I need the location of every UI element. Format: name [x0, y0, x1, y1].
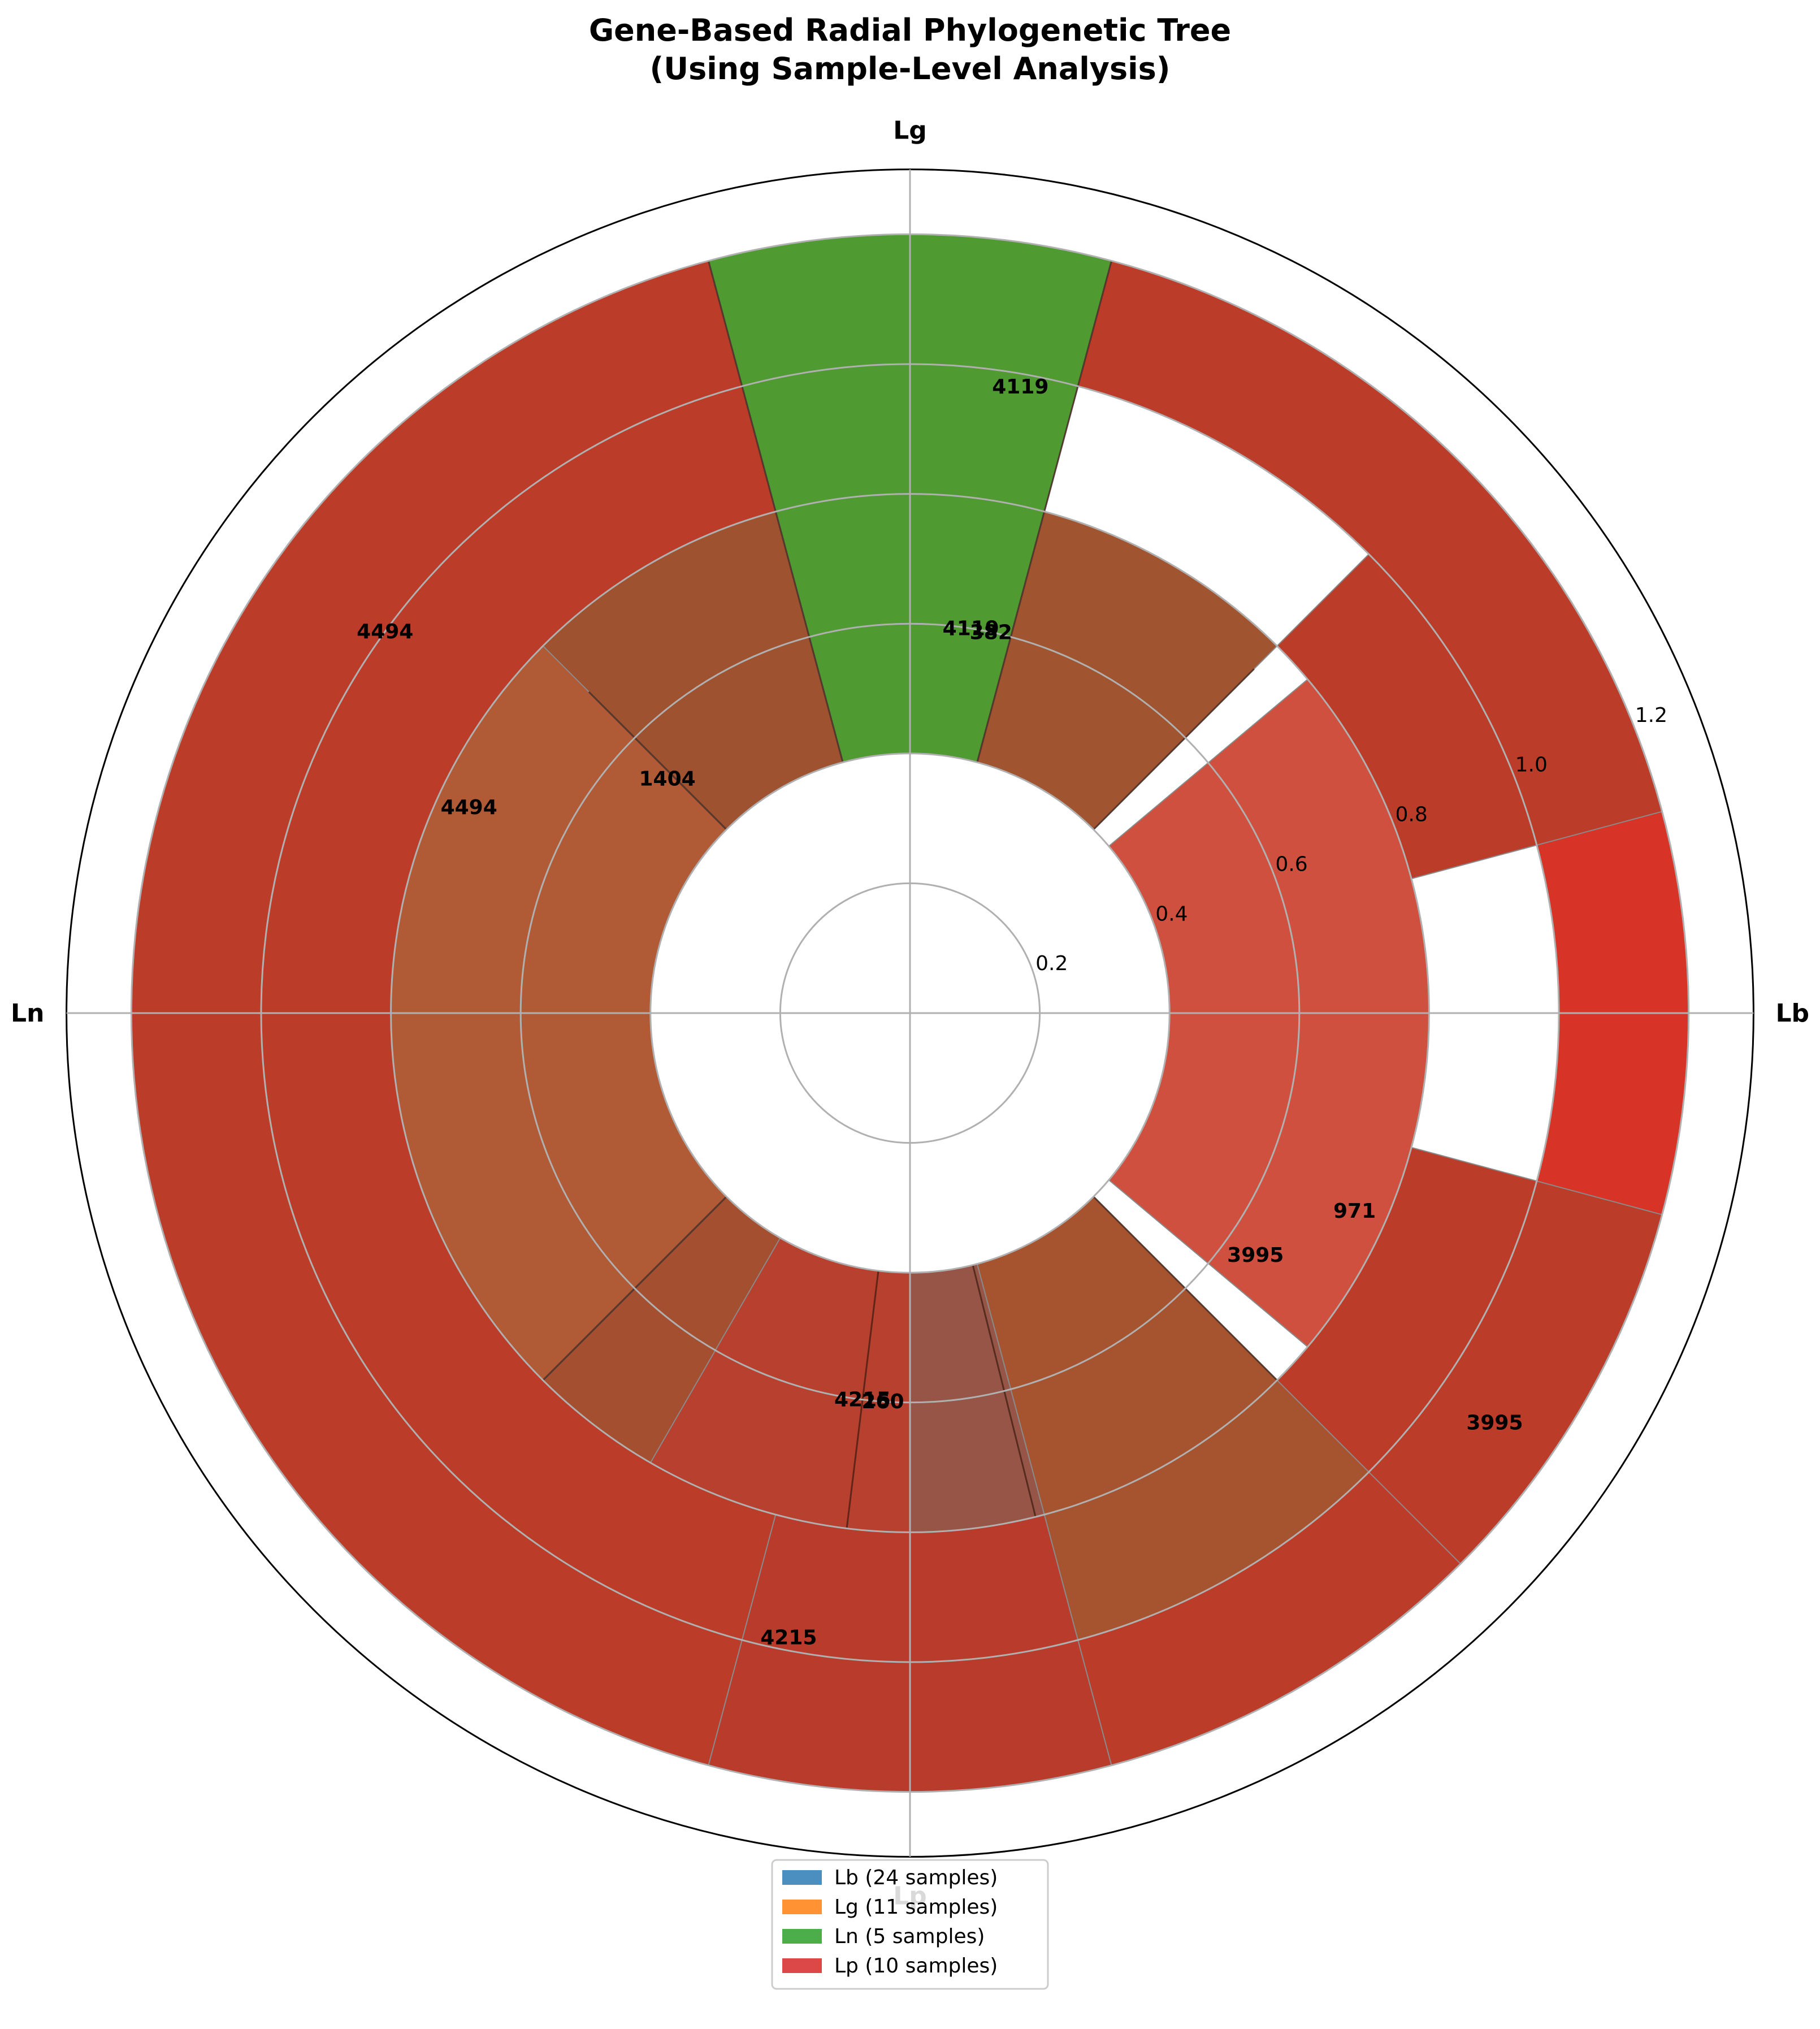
category-label-ln: Ln: [11, 999, 44, 1028]
divider-line-3: [1093, 668, 1255, 830]
divider-line-2: [588, 691, 727, 830]
value-label-10: 260: [861, 1390, 904, 1413]
value-label-layer: 4119411938214044494449497139953995421526…: [357, 375, 1523, 1649]
radial-tick-label-1: 0.4: [1155, 902, 1188, 925]
legend: Lb (24 samples) Lg (11 samples) Ln (5 samp…: [771, 1859, 1049, 1990]
value-label-9: 4215: [834, 1388, 891, 1412]
radial-tick-label-3: 0.8: [1395, 803, 1427, 827]
legend-swatch-1: [782, 1900, 822, 1914]
value-label-7: 3995: [1227, 1244, 1284, 1267]
radial-tick-label-4: 1.0: [1515, 754, 1548, 777]
chart-title-line-1: Gene-Based Radial Phylogenetic Tree: [589, 12, 1231, 48]
radial-tick-label-5: 1.2: [1635, 704, 1667, 727]
legend-frame: [771, 1859, 1049, 1990]
value-label-2: 382: [970, 621, 1012, 644]
category-label-lb: Lb: [1776, 999, 1810, 1028]
segment-layer: [131, 233, 1689, 1793]
radial-tick-label-2: 0.6: [1275, 853, 1307, 876]
legend-swatch-0: [782, 1870, 822, 1885]
value-label-8: 3995: [1466, 1411, 1523, 1434]
legend-label-3: Lp (10 samples): [834, 1954, 998, 1978]
radial-tick-label-0: 0.2: [1035, 952, 1068, 975]
radial-tick-layer: 0.2 0.4 0.6 0.8 1.0 1.2: [1035, 704, 1667, 975]
legend-label-1: Lg (11 samples): [834, 1896, 998, 1919]
legend-label-0: Lb (24 samples): [834, 1866, 998, 1889]
value-label-3: 1404: [639, 767, 695, 790]
value-label-1: 4119: [943, 617, 999, 641]
category-label-lg: Lg: [893, 116, 927, 145]
value-label-4: 4494: [357, 620, 413, 643]
value-label-5: 4494: [441, 796, 497, 819]
value-label-6: 971: [1333, 1200, 1376, 1223]
legend-swatch-2: [782, 1929, 822, 1944]
legend-label-2: Ln (5 samples): [834, 1925, 985, 1948]
radial-grid: [66, 168, 1754, 1858]
legend-swatch-3: [782, 1958, 822, 1973]
chart-title-line-2: (Using Sample-Level Analysis): [650, 51, 1171, 86]
value-label-11: 4215: [760, 1626, 817, 1649]
value-label-0: 4119: [992, 375, 1048, 399]
